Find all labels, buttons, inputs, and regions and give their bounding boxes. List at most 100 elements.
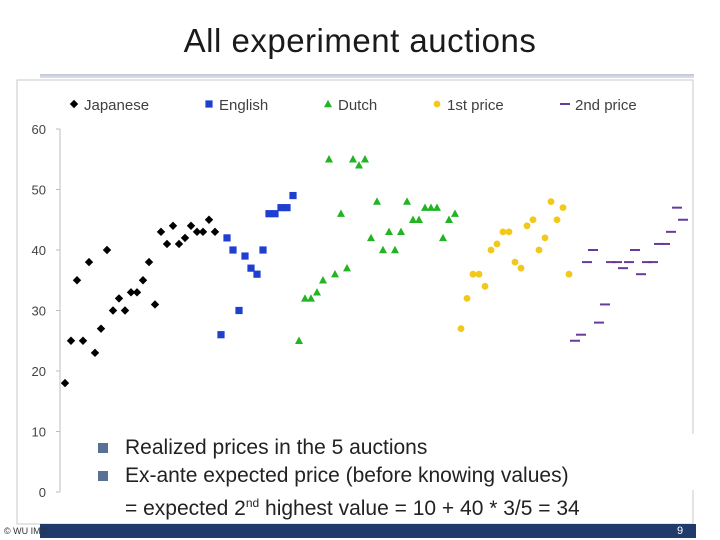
data-point	[90, 348, 100, 358]
data-point	[168, 221, 178, 230]
data-point	[102, 245, 112, 255]
bullet-formula: = expected 2nd highest value = 10 + 40 *…	[96, 490, 696, 522]
data-point	[204, 215, 214, 224]
legend-marker	[433, 100, 441, 108]
data-point	[198, 227, 208, 237]
data-point	[253, 270, 261, 278]
footer-bar	[40, 524, 696, 538]
data-point	[126, 288, 136, 297]
data-point	[553, 216, 561, 224]
data-point	[289, 191, 297, 200]
data-point	[120, 306, 130, 315]
y-tick-label: 40	[32, 243, 46, 258]
data-point	[60, 378, 70, 388]
legend: Japanese English Dutch 1st price 2nd price	[69, 97, 637, 114]
page-number: 9	[677, 525, 684, 537]
y-tick-label: 10	[32, 425, 46, 440]
data-point	[463, 295, 471, 302]
y-axis: 0 10 20 30 40 50 60	[32, 122, 61, 500]
y-tick-label: 60	[32, 122, 46, 137]
data-point	[295, 336, 303, 344]
data-point	[391, 245, 399, 254]
data-point	[192, 227, 202, 237]
data-point	[186, 221, 196, 230]
y-tick-label: 20	[32, 364, 46, 379]
data-point	[445, 215, 453, 223]
data-point	[535, 246, 543, 254]
data-point	[114, 294, 124, 303]
data-point	[457, 325, 465, 333]
legend-label: Dutch	[338, 97, 377, 114]
data-point	[144, 257, 154, 267]
bullet-item: Realized prices in the 5 auctions	[96, 434, 696, 462]
data-point	[325, 155, 333, 163]
data-point	[541, 234, 549, 242]
y-tick-label: 0	[39, 485, 46, 500]
data-point	[409, 215, 417, 223]
data-point	[307, 294, 315, 302]
data-point	[355, 161, 363, 169]
data-point	[174, 239, 184, 249]
y-tick-label: 50	[32, 183, 46, 198]
data-point	[403, 197, 411, 205]
bullet-item: Ex-ante expected price (before knowing v…	[96, 462, 696, 490]
data-point	[223, 234, 231, 242]
data-points	[60, 155, 688, 388]
data-point	[415, 215, 423, 223]
data-point	[78, 336, 88, 345]
data-point	[72, 276, 82, 285]
data-point	[66, 336, 76, 345]
legend-marker	[69, 99, 79, 109]
legend-label: 1st price	[447, 97, 504, 114]
data-point	[493, 240, 501, 248]
data-point	[247, 264, 255, 272]
title-divider	[40, 74, 694, 78]
data-point	[301, 294, 309, 302]
data-point	[235, 306, 243, 315]
bullet-text: Realized prices in the 5 auctions	[125, 436, 428, 459]
data-point	[361, 155, 369, 163]
data-point	[433, 203, 441, 211]
legend-label: English	[219, 97, 268, 114]
data-point	[132, 288, 142, 297]
data-point	[481, 282, 489, 290]
bullet-square-icon	[98, 471, 108, 481]
data-point	[283, 204, 291, 212]
data-point	[271, 210, 279, 218]
data-point	[529, 216, 537, 224]
data-point	[511, 258, 519, 266]
data-point	[565, 270, 573, 278]
data-point	[150, 300, 160, 309]
data-point	[84, 257, 94, 267]
bullet-list: Realized prices in the 5 auctions Ex-ant…	[96, 434, 696, 522]
data-point	[162, 239, 172, 249]
data-point	[421, 203, 429, 211]
legend-label: Japanese	[84, 97, 149, 114]
data-point	[138, 276, 148, 285]
legend-marker	[205, 100, 213, 108]
formula-sup: nd	[245, 496, 260, 510]
bullet-text: Ex-ante expected price (before knowing v…	[125, 464, 569, 487]
data-point	[180, 233, 190, 243]
data-point	[427, 203, 435, 211]
data-point	[475, 270, 483, 278]
slide-title: All experiment auctions	[183, 22, 537, 59]
data-point	[210, 227, 220, 237]
data-point	[523, 222, 531, 230]
data-point	[229, 246, 237, 254]
formula-pre: = expected 2	[125, 497, 246, 520]
data-point	[277, 204, 285, 212]
data-point	[439, 233, 447, 242]
data-point	[373, 197, 381, 205]
data-point	[517, 264, 525, 272]
data-point	[499, 228, 507, 236]
data-point	[547, 198, 555, 205]
data-point	[349, 155, 357, 163]
data-point	[319, 276, 327, 284]
data-point	[505, 228, 513, 236]
data-point	[385, 227, 393, 236]
data-point	[313, 288, 321, 296]
bullet-square-icon	[98, 443, 108, 453]
data-point	[379, 245, 387, 254]
data-point	[156, 227, 166, 237]
